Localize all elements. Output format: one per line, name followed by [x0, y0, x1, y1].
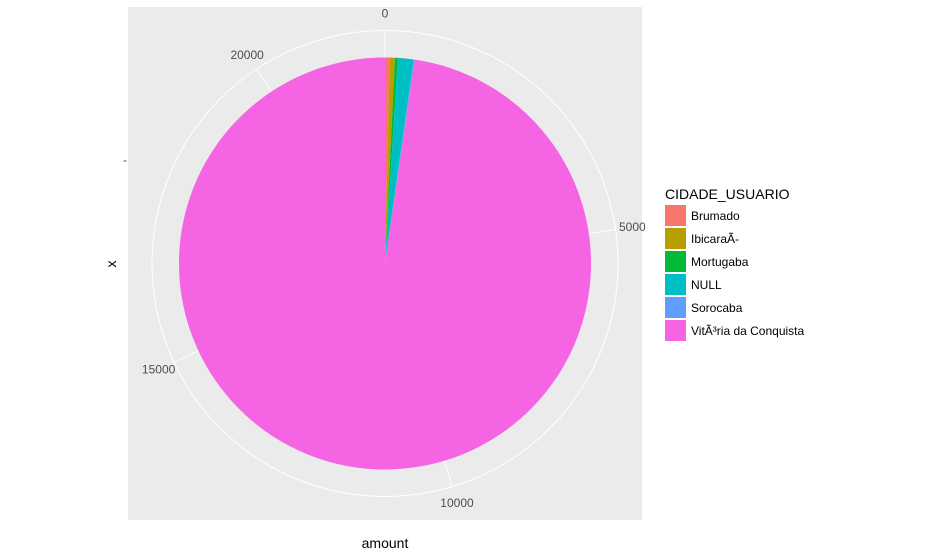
legend-key-0 [665, 205, 686, 226]
x-axis-title: amount [362, 535, 409, 551]
legend-key-4 [665, 297, 686, 318]
slice-2 [385, 57, 398, 264]
slice-4 [385, 59, 415, 264]
legend-label-0: Brumado [691, 209, 740, 223]
radial-axis-tick: - [123, 153, 127, 167]
legend-key-1 [665, 228, 686, 249]
theta-tick-label-3: 15000 [142, 363, 176, 377]
theta-tick-label-0: 0 [382, 7, 389, 21]
legend-key-3 [665, 274, 686, 295]
legend-key-5 [665, 320, 686, 341]
theta-tick-label-4: 20000 [230, 48, 264, 62]
legend-label-2: Mortugaba [691, 255, 749, 269]
theta-tick-label-1: 5000 [619, 220, 646, 234]
pie-slices [179, 57, 592, 470]
legend-label-3: NULL [691, 278, 722, 292]
slice-5 [179, 57, 592, 470]
legend-label-1: IbicaraÃ- [691, 232, 739, 246]
legend-key-2 [665, 251, 686, 272]
slice-3 [385, 57, 414, 264]
slice-0 [385, 57, 390, 264]
theta-tick-label-2: 10000 [440, 496, 474, 510]
legend-label-4: Sorocaba [691, 301, 743, 315]
legend-label-5: VitÃ³ria da Conquista [691, 324, 805, 338]
slice-1 [385, 57, 395, 264]
legend-title: CIDADE_USUARIO [665, 186, 790, 202]
legend: CIDADE_USUARIO Brumado IbicaraÃ- Mortugaba… [665, 186, 805, 341]
y-axis-title: x [103, 261, 119, 268]
theta-tick-labels: 0 5000 10000 15000 20000 [142, 7, 646, 510]
